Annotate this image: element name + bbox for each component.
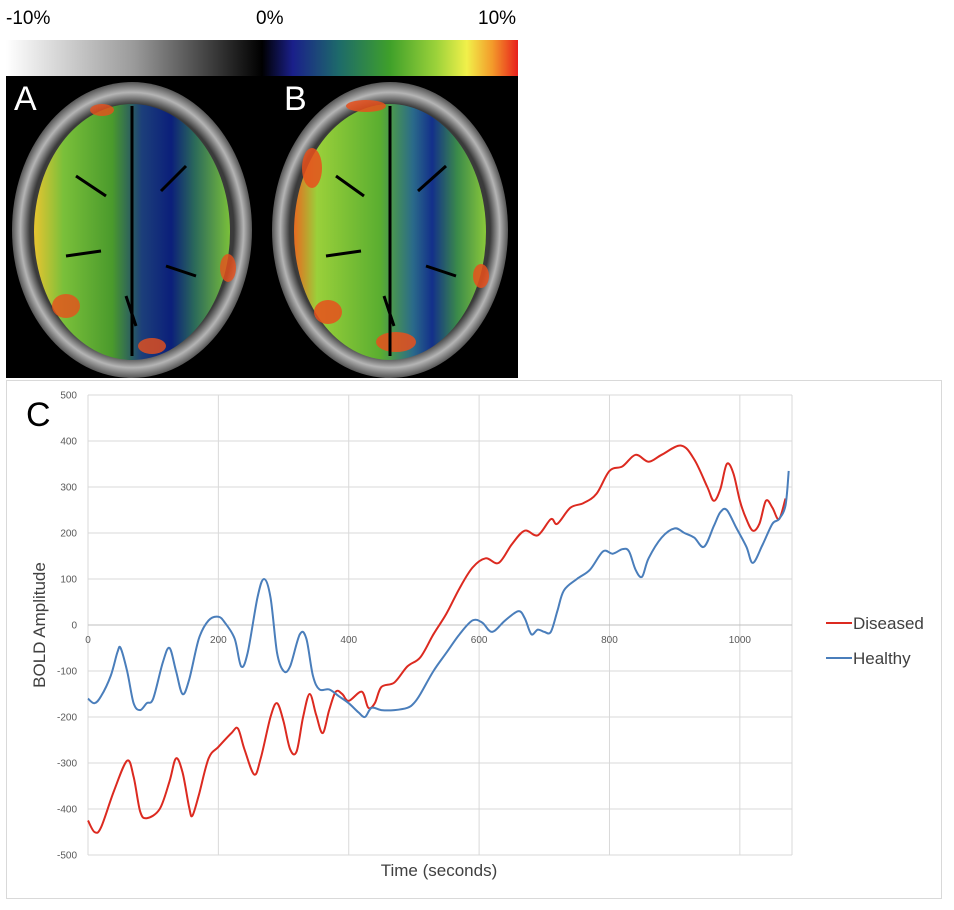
series-line-healthy [87, 470, 790, 719]
brain-image-b [272, 82, 508, 378]
y-tick-label: 500 [60, 391, 77, 402]
colorbar-label-negative: -10% [6, 8, 51, 29]
x-tick-label: 600 [471, 635, 488, 646]
colorbar-label-zero: 0% [256, 8, 284, 29]
y-tick-label: 200 [60, 529, 77, 540]
x-tick-label: 800 [601, 635, 618, 646]
chart-frame [6, 380, 942, 899]
y-tick-label: -300 [57, 759, 77, 770]
brain-images-panel [6, 76, 518, 378]
x-tick-label: 0 [85, 635, 91, 646]
x-tick-label: 200 [210, 635, 227, 646]
colorbar-negative-segment [6, 40, 262, 76]
colorbar [6, 40, 518, 76]
y-tick-label: -500 [57, 851, 77, 862]
brain-image-a [12, 82, 252, 378]
series-line-diseased [87, 444, 787, 834]
y-tick-label: -200 [57, 713, 77, 724]
y-tick-label: -100 [57, 667, 77, 678]
x-tick-label: 400 [340, 635, 357, 646]
y-tick-label: 400 [60, 437, 77, 448]
colorbar-label-positive: 10% [478, 8, 517, 29]
y-tick-label: -400 [57, 805, 77, 816]
y-tick-label: 0 [71, 621, 77, 632]
colorbar-positive-segment [262, 40, 518, 76]
y-axis-title: BOLD Amplitude [30, 562, 49, 688]
legend-label-healthy: Healthy [853, 649, 911, 668]
x-axis-title: Time (seconds) [381, 861, 498, 880]
x-tick-label: 1000 [729, 635, 752, 646]
panel-label-b: B [284, 80, 307, 118]
y-tick-label: 100 [60, 575, 77, 586]
y-tick-label: 300 [60, 483, 77, 494]
legend-label-diseased: Diseased [853, 614, 924, 633]
panel-label-c: C [26, 396, 51, 434]
panel-label-a: A [14, 80, 37, 118]
